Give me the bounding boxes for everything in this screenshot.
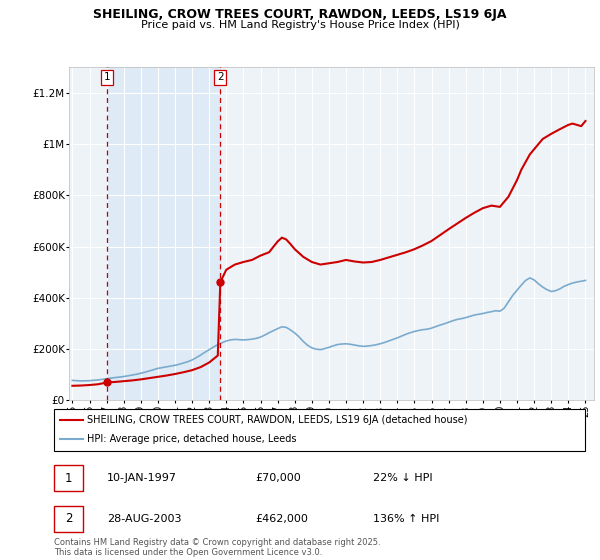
Text: SHEILING, CROW TREES COURT, RAWDON, LEEDS, LS19 6JA (detached house): SHEILING, CROW TREES COURT, RAWDON, LEED… xyxy=(87,415,467,425)
Text: £70,000: £70,000 xyxy=(256,473,302,483)
Text: HPI: Average price, detached house, Leeds: HPI: Average price, detached house, Leed… xyxy=(87,435,296,445)
Text: 136% ↑ HPI: 136% ↑ HPI xyxy=(373,514,439,524)
Text: 2: 2 xyxy=(65,512,73,525)
Bar xyxy=(107,67,220,400)
Text: 1: 1 xyxy=(104,72,110,82)
Bar xyxy=(54,465,83,491)
Text: £462,000: £462,000 xyxy=(256,514,308,524)
Text: SHEILING, CROW TREES COURT, RAWDON, LEEDS, LS19 6JA: SHEILING, CROW TREES COURT, RAWDON, LEED… xyxy=(93,8,507,21)
Text: 2: 2 xyxy=(217,72,224,82)
Text: Price paid vs. HM Land Registry's House Price Index (HPI): Price paid vs. HM Land Registry's House … xyxy=(140,20,460,30)
Bar xyxy=(54,506,83,532)
Text: 22% ↓ HPI: 22% ↓ HPI xyxy=(373,473,432,483)
Text: 1: 1 xyxy=(65,472,73,484)
Text: 28-AUG-2003: 28-AUG-2003 xyxy=(107,514,182,524)
Text: Contains HM Land Registry data © Crown copyright and database right 2025.
This d: Contains HM Land Registry data © Crown c… xyxy=(54,538,380,557)
Text: 10-JAN-1997: 10-JAN-1997 xyxy=(107,473,177,483)
